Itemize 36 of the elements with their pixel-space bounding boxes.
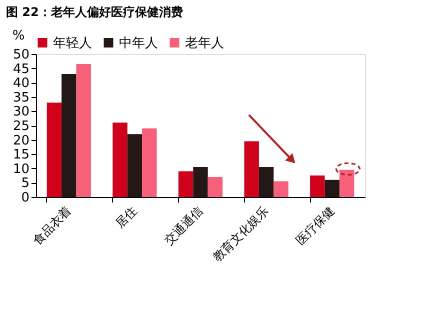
y-tick-label: 50 <box>12 48 30 62</box>
y-tick-label: 5 <box>21 176 30 192</box>
y-tick-label: 20 <box>12 133 30 148</box>
bar <box>46 102 62 197</box>
bar <box>208 176 223 197</box>
y-tick-label: 25 <box>12 119 30 134</box>
x-tick-label: 食品衣着 <box>30 204 74 248</box>
bar <box>339 170 354 197</box>
x-tick-label: 交通通信 <box>162 204 206 248</box>
y-tick-label: 40 <box>12 76 30 92</box>
bar <box>76 64 91 197</box>
y-tick-label: 10 <box>12 162 30 177</box>
bar <box>112 122 128 197</box>
bar <box>142 128 157 197</box>
y-tick-label: 30 <box>12 104 30 120</box>
legend-label: 年轻人 <box>53 36 92 51</box>
bar <box>193 166 208 197</box>
legend-label: 中年人 <box>119 36 158 51</box>
chart-title: 图 22：老年人偏好医疗保健消费 <box>6 5 183 19</box>
bar <box>274 181 288 197</box>
bar <box>258 166 274 197</box>
legend-label: 老年人 <box>185 36 224 51</box>
bar <box>62 74 76 197</box>
bar <box>310 176 325 197</box>
y-tick-label: 0 <box>21 190 30 206</box>
x-tick-label: 居住 <box>112 204 140 230</box>
y-tick-label: 35 <box>12 90 30 106</box>
y-axis-title: % <box>12 28 25 44</box>
bar <box>127 134 142 197</box>
bar <box>324 180 340 197</box>
y-tick-label: 15 <box>12 148 30 163</box>
y-tick-label: 45 <box>12 62 30 77</box>
x-tick-label: 教育文化娱乐 <box>210 204 272 264</box>
x-tick-label: 医疗保健 <box>293 204 338 248</box>
bar <box>244 141 259 197</box>
bar <box>178 171 194 197</box>
